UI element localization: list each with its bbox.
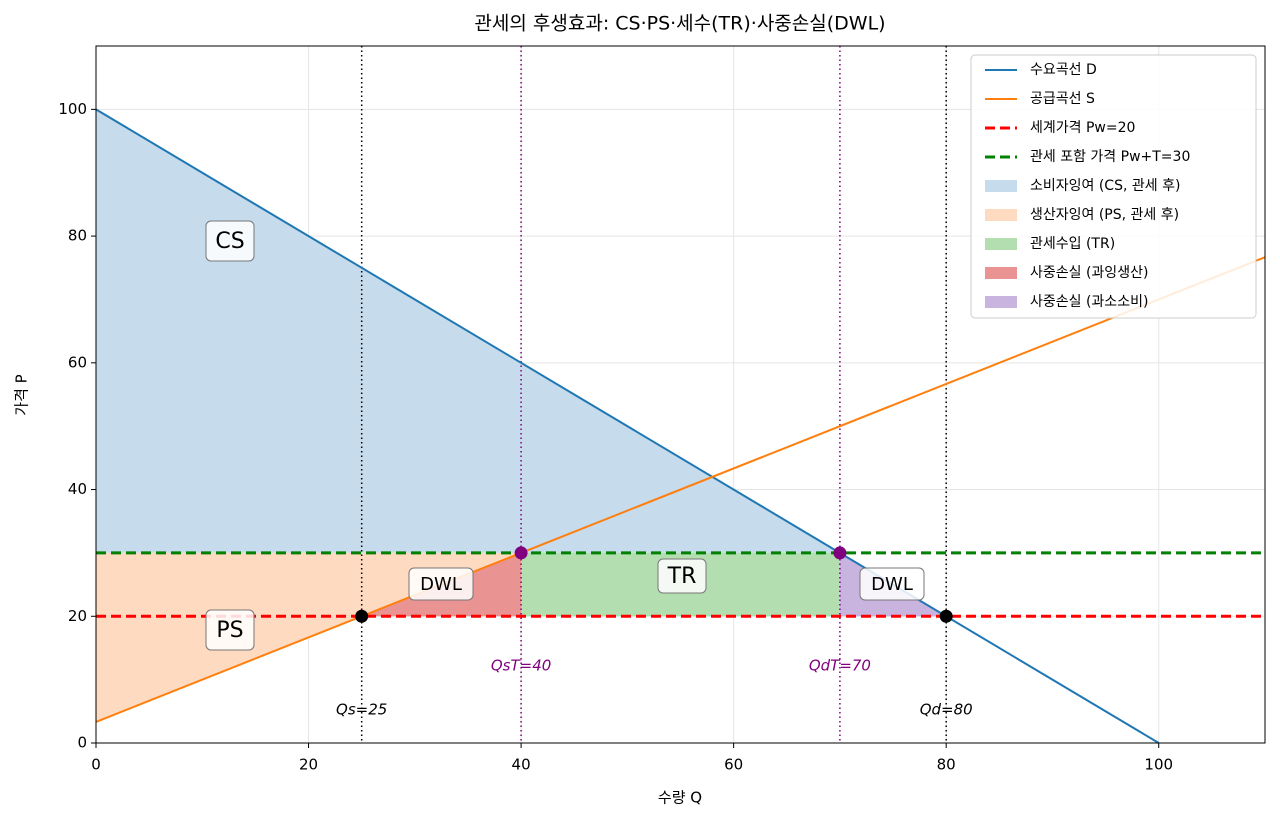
vline-label: Qs=25 — [336, 701, 387, 719]
legend-swatch — [985, 209, 1017, 221]
legend-label: 사중손실 (과잉생산) — [1030, 265, 1148, 281]
point — [939, 609, 953, 623]
legend-swatch — [985, 180, 1017, 192]
legend-swatch — [985, 296, 1017, 308]
x-tick-label: 100 — [1144, 756, 1173, 774]
y-tick-label: 0 — [77, 734, 87, 752]
y-tick-label: 80 — [68, 227, 87, 245]
annotation: PS — [216, 618, 243, 643]
y-tick-label: 100 — [58, 100, 87, 118]
y-axis-label: 가격 P — [13, 374, 31, 415]
x-tick-label: 0 — [91, 756, 101, 774]
legend-label: 공급곡선 S — [1030, 91, 1095, 107]
annotation: CS — [215, 229, 244, 254]
legend-label: 수요곡선 D — [1030, 62, 1097, 78]
y-tick-label: 60 — [68, 353, 87, 371]
plot-frame — [95, 45, 1266, 744]
vline-label: QsT=40 — [491, 657, 551, 675]
x-tick-label: 40 — [512, 756, 531, 774]
line — [95, 108, 1160, 744]
legend-label: 생산자잉여 (PS, 관세 후) — [1030, 207, 1179, 223]
x-axis-label: 수량 Q — [658, 789, 702, 807]
legend-swatch — [985, 238, 1017, 250]
annotation-box — [205, 220, 255, 262]
annotation-box — [205, 609, 255, 651]
legend-label: 사중손실 (과소소비) — [1030, 294, 1148, 310]
point — [355, 609, 369, 623]
annotation-box — [408, 567, 474, 601]
y-tick-label: 40 — [68, 480, 87, 498]
chart-title: 관세의 후생효과: CS·PS·세수(TR)·사중손실(DWL) — [474, 13, 885, 35]
annotation-box — [657, 558, 707, 594]
x-tick-label: 80 — [937, 756, 956, 774]
annotation: TR — [667, 564, 697, 589]
annotation: DWL — [871, 574, 913, 595]
legend-label: 관세수입 (TR) — [1030, 236, 1115, 252]
line — [95, 256, 1266, 723]
point — [514, 546, 528, 560]
legend-label: 관세 포함 가격 Pw+T=30 — [1030, 149, 1190, 165]
vline-label: QdT=70 — [809, 657, 871, 675]
annotation-box — [859, 567, 925, 601]
legend-label: 소비자잉여 (CS, 관세 후) — [1030, 178, 1180, 194]
annotation: DWL — [420, 574, 462, 595]
x-tick-label: 60 — [724, 756, 743, 774]
x-tick-label: 20 — [299, 756, 318, 774]
point — [833, 546, 847, 560]
legend-swatch — [985, 267, 1017, 279]
vline-label: Qd=80 — [920, 701, 973, 719]
y-tick-label: 20 — [68, 607, 87, 625]
legend-label: 세계가격 Pw=20 — [1030, 120, 1135, 136]
legend-box — [970, 54, 1257, 319]
